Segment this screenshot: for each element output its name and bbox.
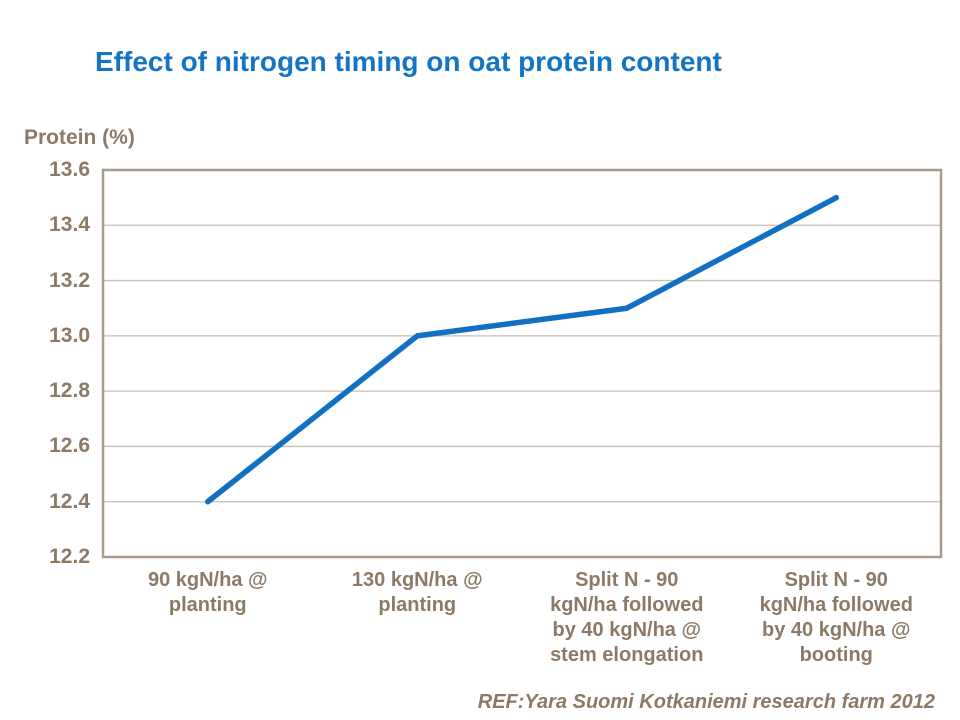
y-tick-label: 13.6 [49,158,90,181]
gridlines [103,224,941,503]
y-tick-label: 13.2 [49,268,90,292]
plot-border [101,168,943,559]
y-tick-label: 12.6 [49,434,90,458]
y-tick-label: 12.4 [49,489,90,513]
y-tick-label: 13.4 [49,213,90,237]
reference-text: REF:Yara Suomi Kotkaniemi research farm … [477,691,935,713]
y-tick-label: 13.0 [49,323,90,347]
series-line-protein- [205,194,839,505]
y-axis-tick-labels: 13.6 13.4 13.2 13.0 12.8 12.6 12.4 12.2 [0,0,90,720]
chart-title: Effect of nitrogen timing on oat protein… [95,46,722,77]
y-axis-title: Protein (%) [24,126,135,149]
y-tick-label: 12.2 [49,545,90,568]
y-tick-label: 12.8 [49,379,90,403]
